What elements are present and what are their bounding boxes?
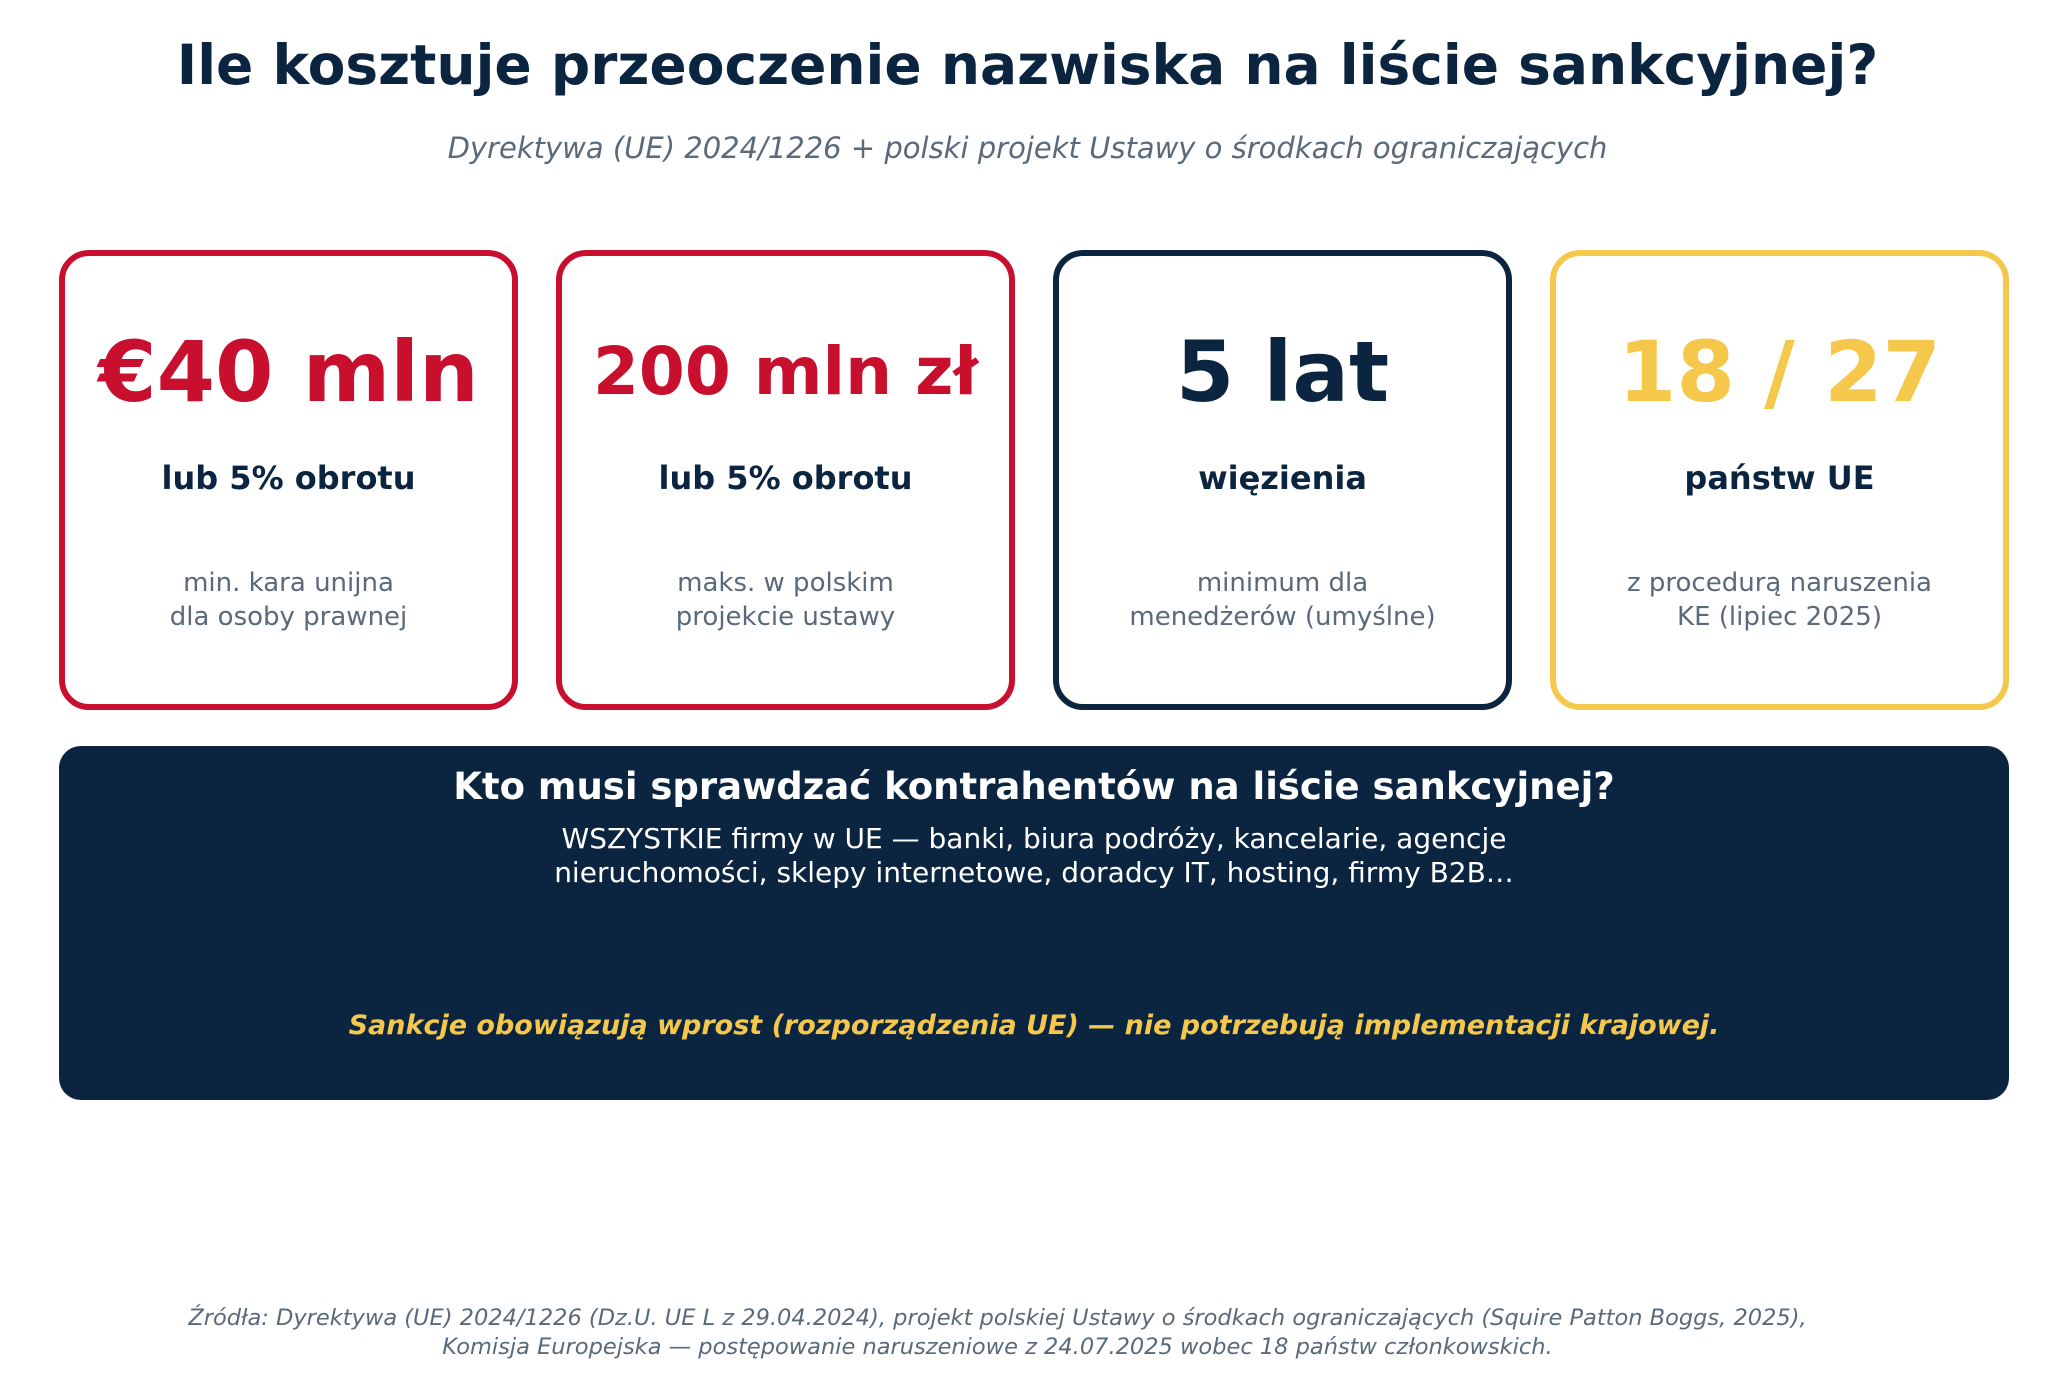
info-panel-text-line: WSZYSTKIE firmy w UE — banki, biura podr… xyxy=(561,822,1507,855)
page-subtitle: Dyrektywa (UE) 2024/1226 + polski projek… xyxy=(447,131,1608,165)
stat-description: z procedurą naruszenia KE (lipiec 2025) xyxy=(1556,566,2003,634)
stat-label: więzienia xyxy=(1198,459,1367,497)
stat-card-prison: 5 lat więzienia minimum dla menedżerów (… xyxy=(1053,250,1512,710)
info-panel-text-line: nieruchomości, sklepy internetowe, dorad… xyxy=(554,856,1514,889)
stat-description-line: z procedurą naruszenia xyxy=(1626,568,1932,598)
page-title: Ile kosztuje przeoczenie nazwiska na liś… xyxy=(176,33,1879,97)
stat-value: 5 lat xyxy=(1175,323,1390,421)
stat-description-line: min. kara unijna xyxy=(183,568,394,598)
stat-label: lub 5% obrotu xyxy=(161,459,416,497)
stat-value: 200 mln zł xyxy=(592,333,978,410)
stat-description-line: dla osoby prawnej xyxy=(169,602,408,632)
stat-label: państw UE xyxy=(1684,459,1875,497)
stat-description-line: KE (lipiec 2025) xyxy=(1677,602,1882,632)
stat-description-line: maks. w polskim xyxy=(677,568,894,598)
sources-line: Źródła: Dyrektywa (UE) 2024/1226 (Dz.U. … xyxy=(188,1305,1807,1331)
stat-description-line: projekcie ustawy xyxy=(675,602,896,632)
stat-description: min. kara unijna dla osoby prawnej xyxy=(65,566,512,634)
sources-line: Komisja Europejska — postępowanie narusz… xyxy=(442,1334,1553,1360)
stat-description-line: minimum dla xyxy=(1196,568,1369,598)
info-panel-note: Sankcje obowiązują wprost (rozporządzeni… xyxy=(348,1010,1720,1041)
stat-value: €40 mln xyxy=(98,323,479,421)
stat-value: 18 / 27 xyxy=(1618,323,1941,421)
stat-card-pl-fine: 200 mln zł lub 5% obrotu maks. w polskim… xyxy=(556,250,1015,710)
stat-card-eu-states: 18 / 27 państw UE z procedurą naruszenia… xyxy=(1550,250,2009,710)
sources-footnote: Źródła: Dyrektywa (UE) 2024/1226 (Dz.U. … xyxy=(0,1304,1995,1362)
stat-label: lub 5% obrotu xyxy=(658,459,913,497)
info-panel: Kto musi sprawdzać kontrahentów na liści… xyxy=(59,746,2009,1100)
stat-description: minimum dla menedżerów (umyślne) xyxy=(1059,566,1506,634)
info-panel-text: WSZYSTKIE firmy w UE — banki, biura podr… xyxy=(59,822,2009,890)
stat-card-eu-fine: €40 mln lub 5% obrotu min. kara unijna d… xyxy=(59,250,518,710)
info-panel-title: Kto musi sprawdzać kontrahentów na liści… xyxy=(453,765,1615,808)
stat-description: maks. w polskim projekcie ustawy xyxy=(562,566,1009,634)
stat-description-line: menedżerów (umyślne) xyxy=(1129,602,1436,632)
